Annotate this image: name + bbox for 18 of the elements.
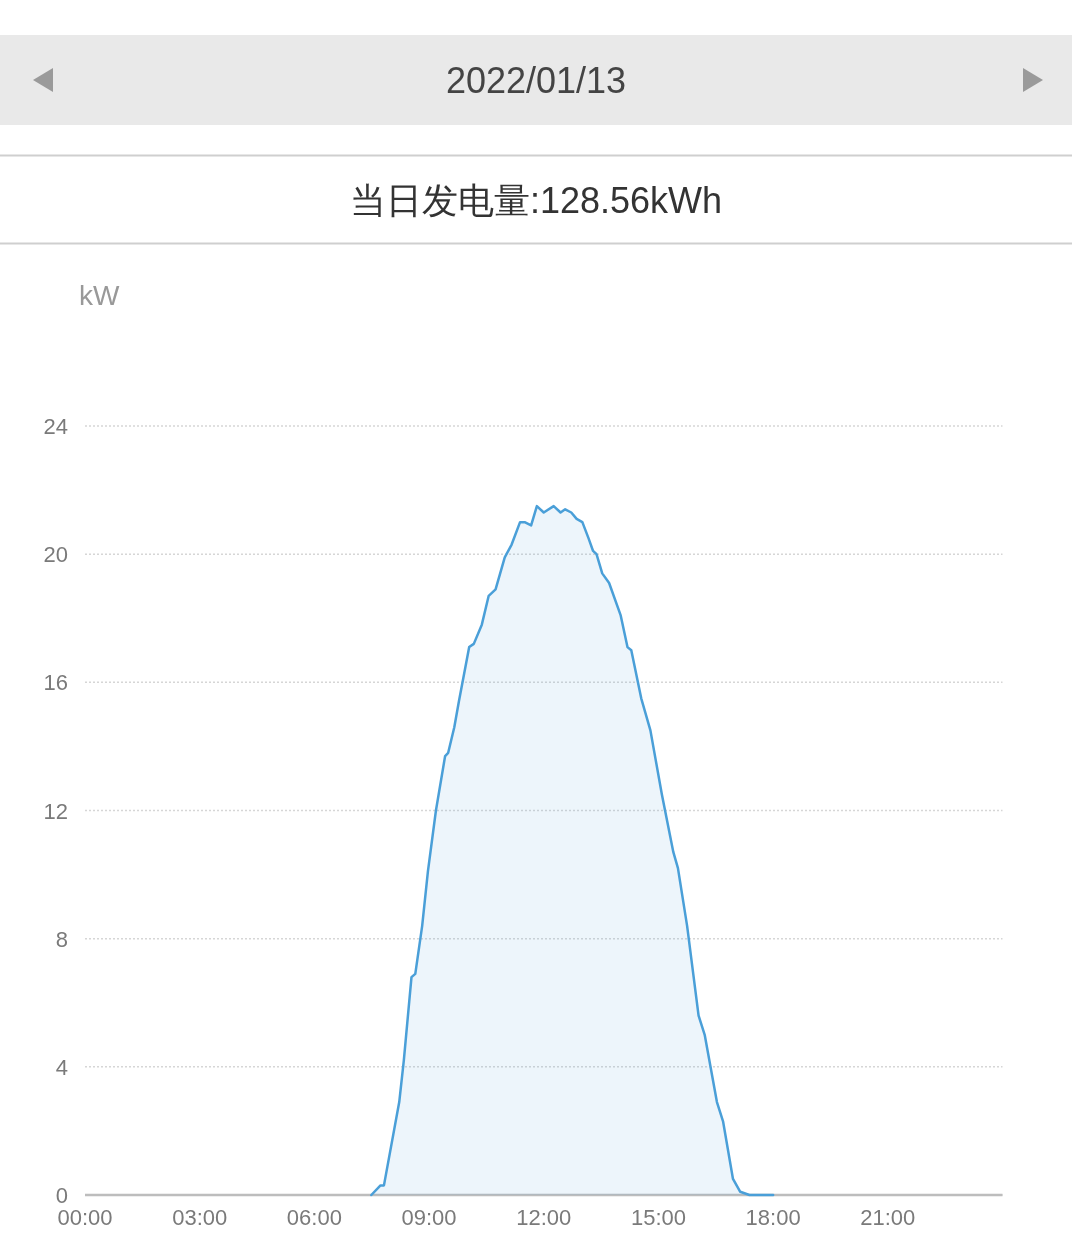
x-tick-label: 12:00 (516, 1205, 572, 1230)
x-tick-label: 00:00 (57, 1205, 113, 1230)
y-tick-label: 0 (55, 1183, 68, 1208)
y-tick-label: 16 (43, 670, 68, 696)
x-tick-label: 18:00 (745, 1205, 801, 1230)
y-tick-label: 8 (55, 926, 68, 952)
y-axis-title: kW (79, 280, 120, 311)
x-tick-label: 03:00 (172, 1205, 228, 1230)
x-tick-label: 06:00 (286, 1205, 342, 1230)
chart-title: 2022/01/13 (445, 60, 627, 101)
y-tick-label: 12 (43, 798, 68, 824)
y-tick-label: 24 (43, 414, 68, 439)
x-tick-label: 09:00 (401, 1205, 457, 1230)
chart-subtitle: 当日发电量:128.56kWh (349, 180, 723, 221)
x-tick-label: 21:00 (860, 1205, 916, 1230)
y-tick-label: 4 (55, 1054, 68, 1080)
x-tick-label: 15:00 (630, 1205, 686, 1230)
y-tick-label: 20 (43, 542, 68, 568)
